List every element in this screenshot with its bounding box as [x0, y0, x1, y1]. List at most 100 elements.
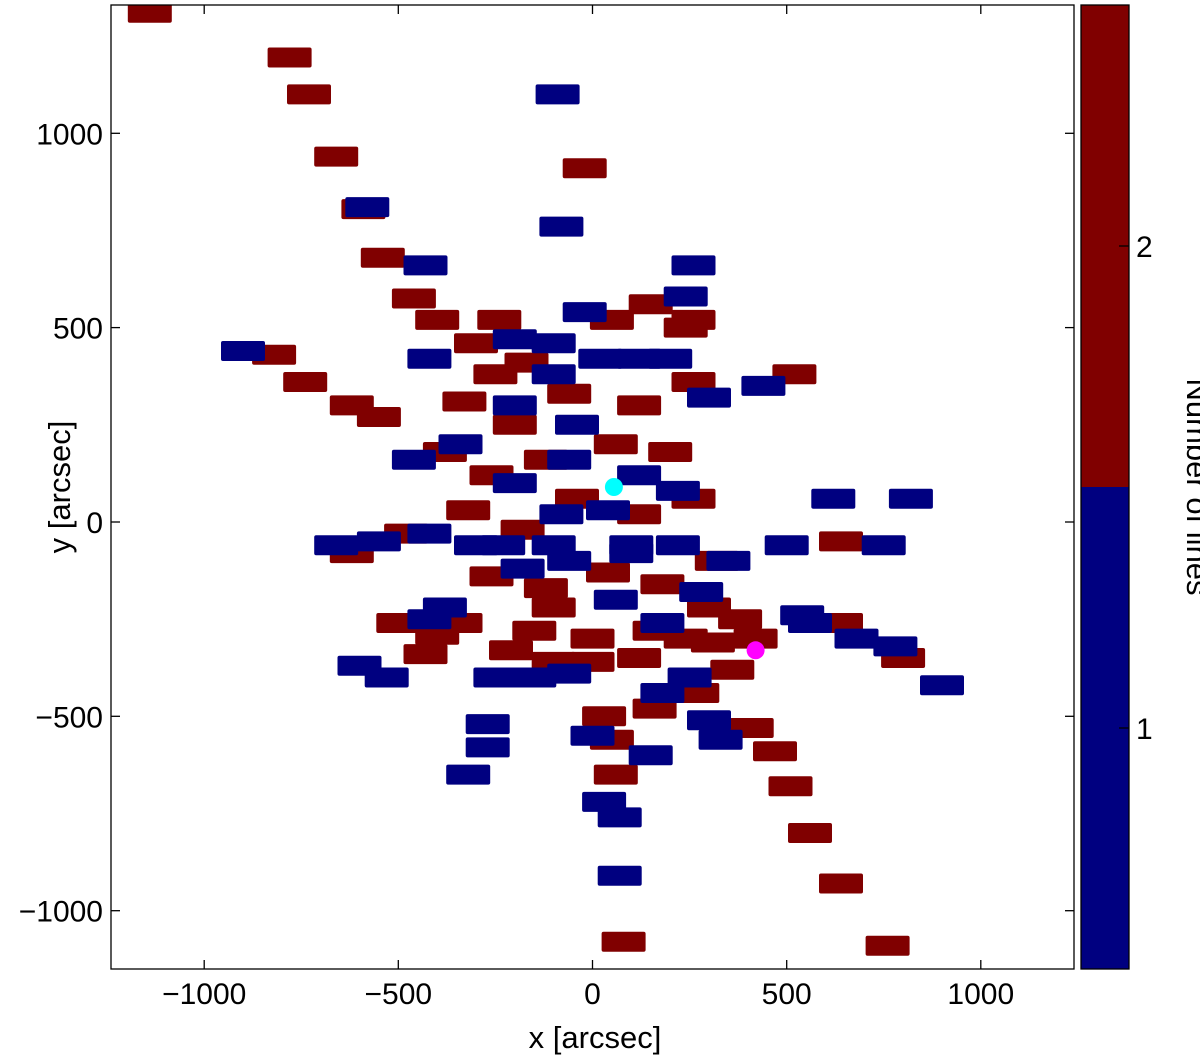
data-point-2line-6 — [391, 288, 436, 309]
data-point-2line-56 — [690, 632, 735, 653]
data-point-1line-47 — [407, 609, 452, 630]
x-axis-label: x [arcsec] — [529, 1020, 662, 1055]
data-point-2line-2 — [287, 84, 331, 105]
data-point-2line-36 — [617, 648, 662, 668]
data-point-2line-67 — [865, 935, 910, 956]
data-point-2line-64 — [768, 776, 813, 797]
data-points-layer — [127, 5, 964, 956]
data-point-1line-69 — [687, 387, 731, 408]
cyan-marker — [604, 478, 623, 496]
data-point-1line-60 — [628, 745, 673, 766]
data-point-2line-7 — [454, 333, 498, 354]
data-point-2line-63 — [753, 741, 797, 762]
data-point-2line-51 — [489, 640, 533, 661]
data-point-2line-57 — [675, 683, 720, 703]
x-tick-label-0: −1000 — [162, 978, 246, 1011]
data-point-2line-50 — [403, 644, 448, 665]
data-point-1line-53 — [547, 663, 592, 684]
data-point-1line-68 — [788, 613, 832, 633]
data-point-1line-32 — [555, 414, 599, 435]
axes-ticks: −1000 −500 0 500 1000 −1000 −500 0 500 1000 — [19, 5, 1074, 1011]
data-point-1line-7 — [578, 348, 623, 369]
data-point-1line-38 — [920, 675, 964, 696]
data-point-1line-43 — [407, 523, 452, 544]
data-point-2line-28 — [640, 574, 685, 595]
data-point-1line-27 — [640, 613, 685, 633]
data-point-1line-29 — [531, 535, 576, 556]
data-point-1line-26 — [593, 589, 638, 610]
data-point-2line-27 — [586, 562, 630, 583]
data-point-1line-19 — [617, 465, 662, 486]
magenta-marker — [746, 641, 765, 660]
data-point-2line-61 — [632, 698, 677, 719]
x-tick-label-3: 500 — [762, 978, 812, 1011]
data-point-2line-35 — [570, 628, 615, 649]
data-point-2line-65 — [788, 823, 832, 843]
data-point-1line-0 — [535, 84, 580, 105]
data-point-1line-64 — [706, 550, 751, 571]
data-point-1line-51 — [446, 764, 491, 785]
data-point-2line-32 — [710, 659, 755, 680]
data-point-1line-13 — [345, 197, 390, 218]
data-point-2line-20 — [500, 519, 545, 540]
y-tick-label-1: −500 — [35, 701, 103, 734]
data-point-1line-57 — [597, 807, 642, 828]
data-point-1line-15 — [438, 434, 483, 455]
data-point-1line-3 — [663, 286, 708, 307]
x-tick-label-4: 1000 — [947, 978, 1014, 1011]
y-tick-label-3: 500 — [53, 313, 103, 346]
data-point-1line-56 — [687, 710, 731, 731]
data-point-1line-4 — [562, 302, 607, 323]
data-point-2line-34 — [512, 620, 557, 641]
data-point-1line-61 — [698, 729, 743, 750]
data-point-1line-35 — [811, 488, 856, 509]
data-point-1line-31 — [492, 395, 537, 416]
data-point-1line-54 — [667, 667, 712, 688]
data-point-1line-8 — [531, 364, 576, 385]
data-point-1line-17 — [539, 504, 584, 525]
colorbar-label: Number of lines — [1180, 378, 1200, 595]
colorbar-tick-label-1: 1 — [1136, 713, 1153, 746]
data-point-2line-72 — [671, 372, 716, 392]
data-point-2line-12 — [547, 383, 592, 404]
colorbar-tick-label-2: 2 — [1136, 231, 1153, 264]
colorbar-frame — [1080, 4, 1130, 970]
data-point-2line-3 — [314, 146, 359, 167]
data-point-1line-66 — [407, 348, 452, 369]
data-point-1line-39 — [834, 628, 879, 649]
data-point-1line-63 — [679, 582, 724, 602]
data-point-1line-33 — [481, 535, 526, 556]
data-point-1line-14 — [403, 255, 448, 276]
data-point-2line-74 — [628, 294, 673, 315]
data-point-1line-36 — [861, 535, 906, 556]
data-point-1line-52 — [512, 667, 557, 688]
data-point-1line-58 — [597, 865, 642, 886]
data-point-1line-6 — [531, 333, 576, 354]
data-point-1line-20 — [655, 480, 700, 501]
data-point-2line-5 — [360, 247, 405, 268]
data-point-2line-31 — [733, 628, 778, 649]
data-point-1line-12 — [221, 341, 265, 361]
x-tick-label-1: −500 — [365, 978, 433, 1011]
data-point-1line-42 — [356, 531, 401, 552]
data-point-1line-34 — [764, 535, 809, 556]
plot-frame — [110, 4, 1075, 970]
data-point-1line-46 — [337, 655, 382, 676]
data-point-2line-43 — [283, 372, 328, 392]
data-point-2line-58 — [582, 706, 627, 727]
data-point-1line-62 — [570, 725, 615, 746]
data-point-1line-16 — [492, 473, 537, 494]
data-point-2line-1 — [267, 47, 312, 68]
data-point-1line-65 — [391, 449, 436, 470]
markers-layer — [604, 478, 765, 660]
data-point-1line-37 — [873, 636, 918, 657]
data-point-2line-66 — [819, 873, 863, 894]
data-point-1line-41 — [314, 535, 359, 556]
y-tick-label-4: 1000 — [36, 118, 103, 151]
data-point-2line-13 — [617, 395, 662, 416]
data-point-2line-39 — [477, 309, 522, 330]
data-point-1line-10 — [648, 348, 693, 369]
data-point-1line-67 — [888, 488, 933, 509]
data-point-1line-23 — [655, 535, 700, 556]
data-point-1line-18 — [586, 500, 630, 521]
